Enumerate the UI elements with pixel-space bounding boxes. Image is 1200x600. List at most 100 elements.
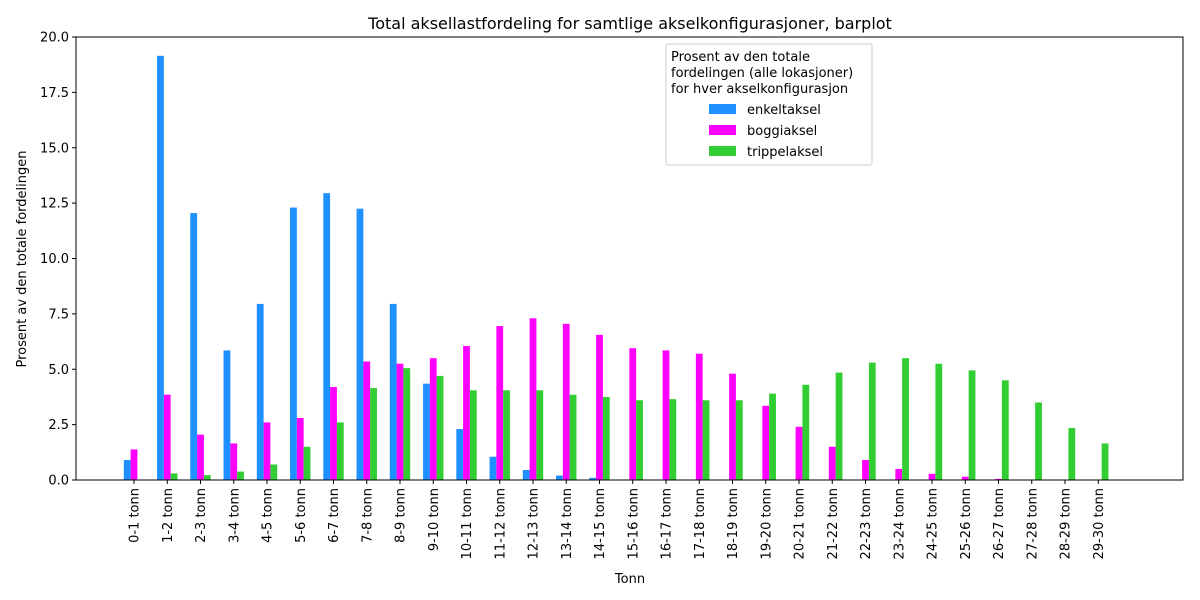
x-axis: 0-1 tonn 1-2 tonn 2-3 tonn 3-4 tonn 4-5 tonn…: [128, 480, 1107, 559]
bar-boggiaksel-24: [928, 473, 936, 480]
x-tick-label: 7-8 tonn: [360, 488, 375, 543]
series-enkeltaksel: [123, 55, 663, 480]
x-tick-label: 17-18 tonn: [693, 488, 708, 559]
x-tick-label: 29-30 tonn: [1092, 488, 1107, 559]
x-tick-label: 8-9 tonn: [394, 488, 409, 543]
x-tick-label: 9-10 tonn: [427, 488, 442, 551]
bar-trippelaksel-5: [303, 446, 311, 480]
bar-trippelaksel-26: [1001, 380, 1009, 480]
x-tick-label: 16-17 tonn: [660, 488, 675, 559]
x-tick-label: 11-12 tonn: [493, 488, 508, 559]
bar-boggiaksel-20: [795, 426, 803, 480]
bar-enkeltaksel-2: [190, 213, 198, 480]
bar-trippelaksel-10: [469, 390, 477, 480]
bar-enkeltaksel-9: [423, 383, 430, 480]
y-axis-title: Prosent av den totale fordelingen: [15, 151, 30, 368]
x-tick-label: 23-24 tonn: [892, 488, 907, 559]
x-tick-label: 13-14 tonn: [560, 488, 575, 559]
bar-trippelaksel-28: [1068, 427, 1076, 480]
bar-trippelaksel-29: [1101, 443, 1109, 480]
legend-label-trippelaksel: trippelaksel: [747, 145, 823, 160]
legend-title-line: Prosent av den totale: [671, 50, 810, 65]
bar-enkeltaksel-4: [256, 303, 264, 480]
x-tick-label: 24-25 tonn: [926, 488, 941, 559]
x-tick-label: 27-28 tonn: [1025, 488, 1040, 559]
bar-boggiaksel-12: [529, 318, 537, 480]
bar-boggiaksel-26: [995, 478, 1002, 480]
bar-enkeltaksel-14: [589, 477, 597, 480]
y-tick-label: 7.5: [48, 307, 69, 322]
series-trippelaksel: [170, 358, 1109, 480]
bar-enkeltaksel-1: [157, 55, 164, 480]
y-tick-label: 12.5: [40, 197, 69, 212]
bar-boggiaksel-8: [396, 363, 404, 480]
y-tick-label: 10.0: [40, 252, 69, 267]
bar-trippelaksel-24: [935, 363, 943, 480]
bar-enkeltaksel-13: [556, 475, 563, 480]
x-tick-label: 20-21 tonn: [793, 488, 808, 559]
bar-boggiaksel-11: [496, 326, 504, 480]
bar-boggiaksel-14: [596, 334, 603, 480]
bar-boggiaksel-6: [330, 386, 337, 480]
y-tick-label: 17.5: [40, 86, 69, 101]
y-tick-label: 2.5: [48, 418, 69, 433]
y-axis: 0.0 2.5 5.0 7.5 10.0 12.5 15.0 17.5 20.0: [40, 31, 76, 489]
bar-enkeltaksel-5: [290, 207, 297, 480]
bar-boggiaksel-4: [263, 422, 271, 480]
bar-trippelaksel-9: [436, 375, 444, 480]
bar-enkeltaksel-11: [489, 456, 497, 480]
bar-enkeltaksel-6: [323, 193, 331, 480]
x-tick-label: 14-15 tonn: [593, 488, 608, 559]
y-tick-label: 20.0: [40, 31, 69, 46]
bar-boggiaksel-13: [562, 323, 570, 480]
legend-swatch-enkeltaksel: [709, 104, 736, 114]
bar-enkeltaksel-0: [123, 460, 131, 480]
bar-boggiaksel-5: [296, 417, 304, 480]
x-tick-label: 6-7 tonn: [327, 488, 342, 543]
bar-boggiaksel-23: [895, 468, 903, 480]
x-tick-label: 18-19 tonn: [726, 488, 741, 559]
x-tick-label: 3-4 tonn: [227, 488, 242, 543]
bar-boggiaksel-0: [130, 449, 138, 480]
x-tick-label: 4-5 tonn: [261, 488, 276, 543]
bar-boggiaksel-22: [862, 460, 869, 480]
bar-trippelaksel-23: [902, 358, 909, 480]
bar-boggiaksel-7: [363, 361, 371, 480]
legend-title-line: for hver akselkonfigurasjon: [671, 82, 848, 97]
legend-label-boggiaksel: boggiaksel: [747, 124, 817, 139]
bar-boggiaksel-21: [828, 446, 836, 480]
bar-trippelaksel-6: [336, 422, 344, 480]
legend-swatch-boggiaksel: [709, 125, 736, 135]
bar-trippelaksel-19: [769, 393, 776, 480]
bar-trippelaksel-27: [1035, 402, 1042, 480]
bar-trippelaksel-12: [536, 390, 544, 480]
bar-enkeltaksel-8: [389, 303, 397, 480]
bar-trippelaksel-15: [636, 400, 643, 480]
chart-title: Total aksellastfordeling for samtlige ak…: [367, 14, 892, 33]
bar-trippelaksel-20: [802, 384, 810, 480]
x-tick-label: 12-13 tonn: [527, 488, 542, 559]
x-tick-label: 25-26 tonn: [959, 488, 974, 559]
bar-trippelaksel-22: [868, 362, 876, 480]
bar-boggiaksel-9: [429, 358, 437, 480]
bar-trippelaksel-7: [370, 388, 377, 480]
series-boggiaksel: [130, 318, 1036, 480]
bar-boggiaksel-16: [662, 350, 670, 480]
x-tick-label: 5-6 tonn: [294, 488, 309, 543]
bar-trippelaksel-18: [735, 400, 743, 480]
bar-boggiaksel-1: [163, 394, 171, 480]
bar-trippelaksel-8: [403, 368, 411, 480]
bar-trippelaksel-13: [569, 394, 577, 480]
bar-boggiaksel-19: [762, 405, 770, 480]
legend-label-enkeltaksel: enkeltaksel: [747, 103, 821, 118]
bar-boggiaksel-15: [629, 348, 637, 480]
bar-enkeltaksel-10: [456, 429, 464, 480]
bar-boggiaksel-25: [961, 476, 969, 480]
x-axis-title: Tonn: [614, 572, 645, 587]
x-tick-label: 19-20 tonn: [759, 488, 774, 559]
bar-trippelaksel-16: [669, 399, 677, 480]
x-tick-label: 2-3 tonn: [194, 488, 209, 543]
bar-trippelaksel-25: [968, 370, 976, 480]
